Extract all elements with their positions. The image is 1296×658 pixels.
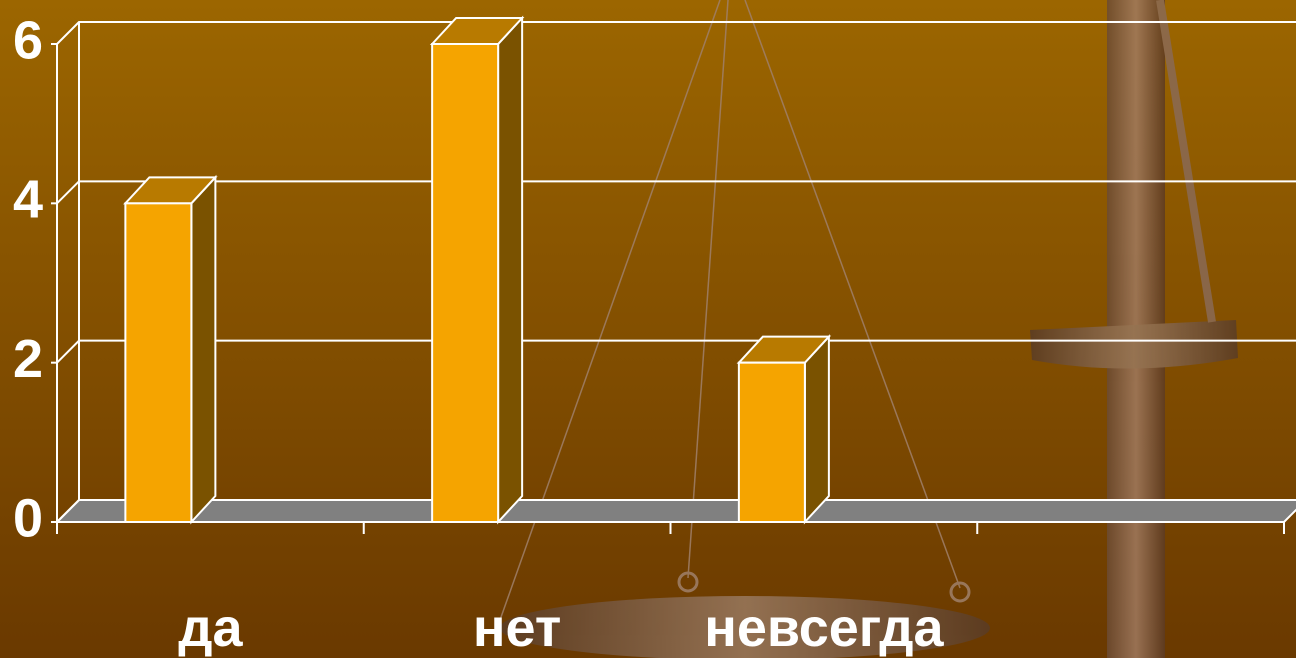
plot-area: 0 2 4 6 да нет невсегда	[13, 10, 1296, 658]
grid-line	[56, 499, 1296, 523]
y-tick-label: 4	[13, 170, 43, 230]
y-tick-label: 6	[13, 10, 43, 70]
bar	[123, 174, 218, 525]
x-tick-label: нет	[473, 598, 561, 658]
scales-illustration	[499, 0, 1238, 658]
y-tick-label: 0	[13, 488, 43, 548]
x-tick-label: да	[178, 598, 243, 658]
bar	[736, 334, 832, 525]
bar-side	[190, 174, 217, 525]
y-tick-label: 2	[13, 329, 43, 389]
bar-front	[431, 43, 500, 523]
bar-front	[124, 202, 193, 523]
grid-line	[56, 180, 1296, 205]
floor	[54, 499, 1296, 523]
grid-line	[56, 339, 1296, 364]
bar-side	[803, 334, 830, 525]
bar-front	[737, 361, 806, 523]
bar	[429, 15, 525, 525]
grid-line	[56, 21, 1296, 45]
x-tick-label: невсегда	[704, 598, 944, 658]
bar-side	[497, 15, 524, 525]
